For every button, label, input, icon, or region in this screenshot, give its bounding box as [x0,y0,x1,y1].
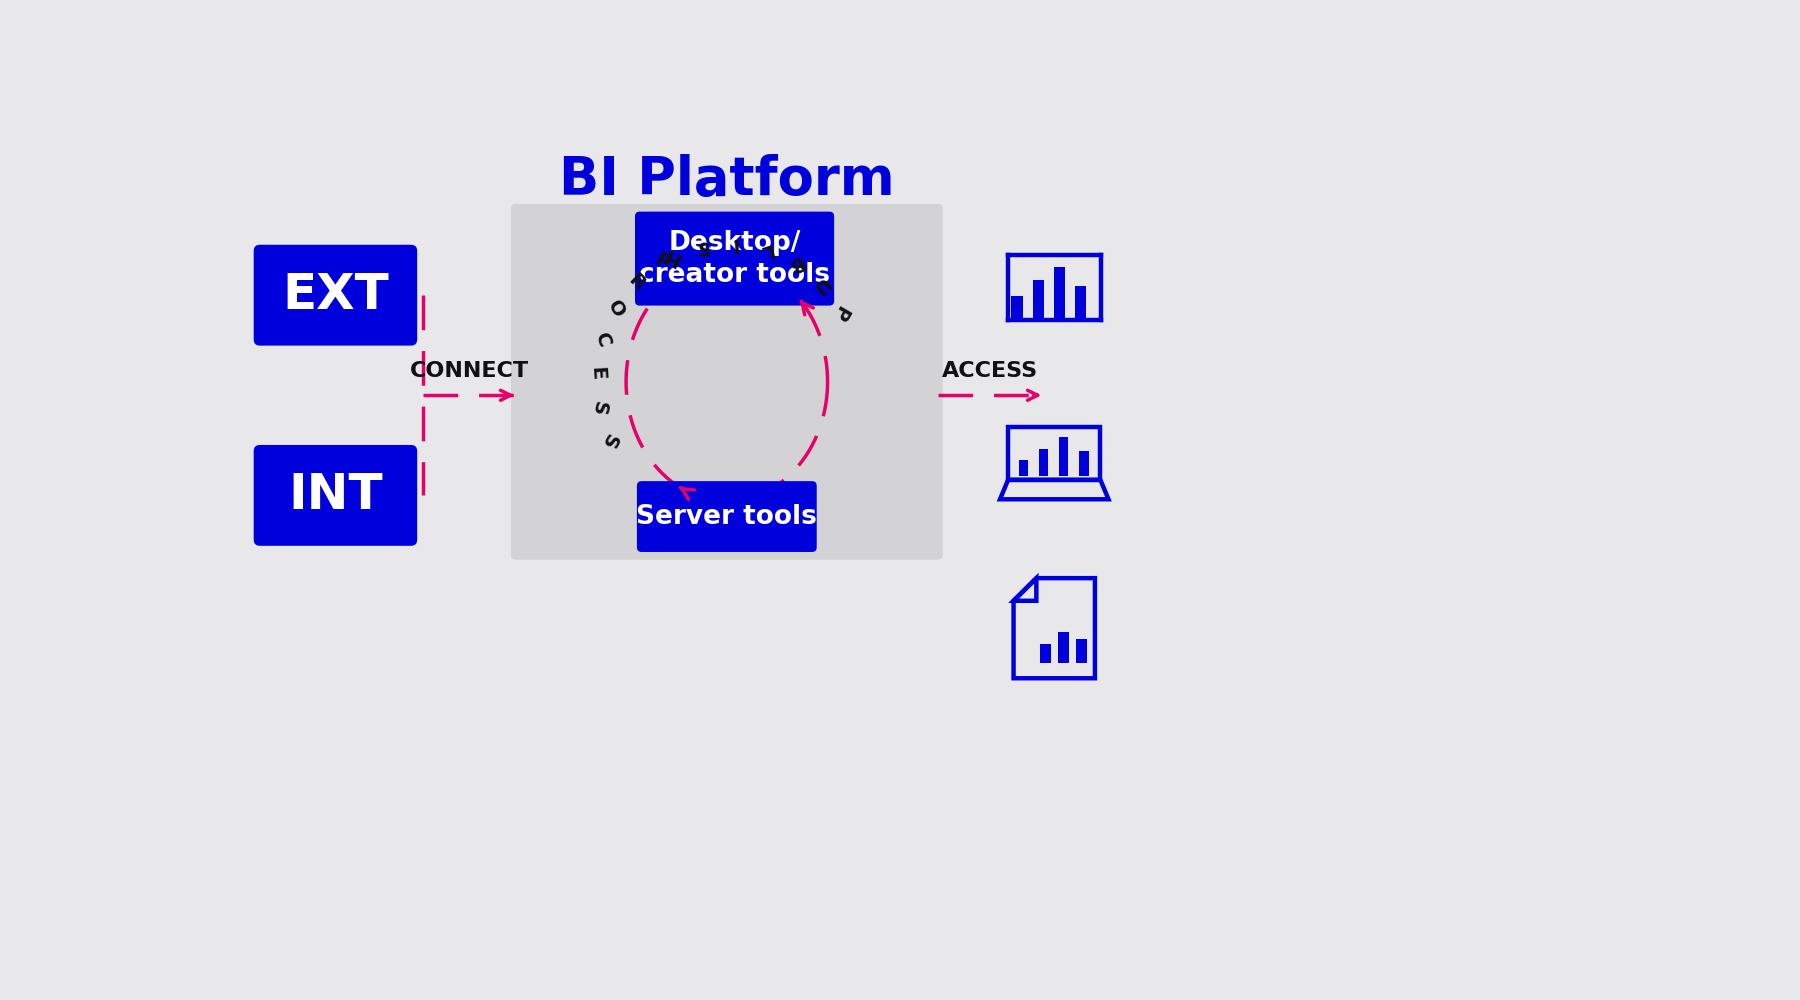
FancyBboxPatch shape [637,481,817,552]
Bar [1040,644,1051,663]
Text: U: U [808,273,833,297]
Text: S: S [693,235,711,256]
Bar [1076,639,1087,663]
Text: CONNECT: CONNECT [410,361,529,381]
Text: O: O [603,297,628,321]
Text: C: C [592,330,614,350]
Bar [1055,267,1066,320]
Bar [1058,437,1069,476]
Text: ACCESS: ACCESS [941,361,1039,381]
Text: BI Platform: BI Platform [560,154,895,206]
Bar [1075,286,1087,320]
Text: EXT: EXT [283,271,389,319]
Text: R: R [625,270,648,294]
Bar [1012,296,1022,320]
Bar [1033,280,1044,320]
Text: P: P [828,302,851,323]
Text: Server tools: Server tools [637,504,817,530]
Bar [1080,451,1089,476]
Text: S: S [589,399,610,417]
Text: E: E [587,367,607,381]
Text: P: P [652,250,673,274]
FancyBboxPatch shape [254,245,418,346]
Bar [1019,460,1028,476]
FancyBboxPatch shape [254,445,418,546]
Text: H: H [661,244,684,268]
Text: S: S [598,430,621,451]
Text: I: I [731,234,738,253]
FancyBboxPatch shape [635,212,833,306]
Text: B: B [785,252,806,276]
Bar [1039,449,1048,476]
Bar [1008,427,1100,480]
Text: INT: INT [288,471,383,519]
Bar [1058,632,1069,663]
FancyBboxPatch shape [511,204,943,560]
Text: L: L [758,239,774,261]
Text: Desktop/
creator tools: Desktop/ creator tools [639,230,830,288]
